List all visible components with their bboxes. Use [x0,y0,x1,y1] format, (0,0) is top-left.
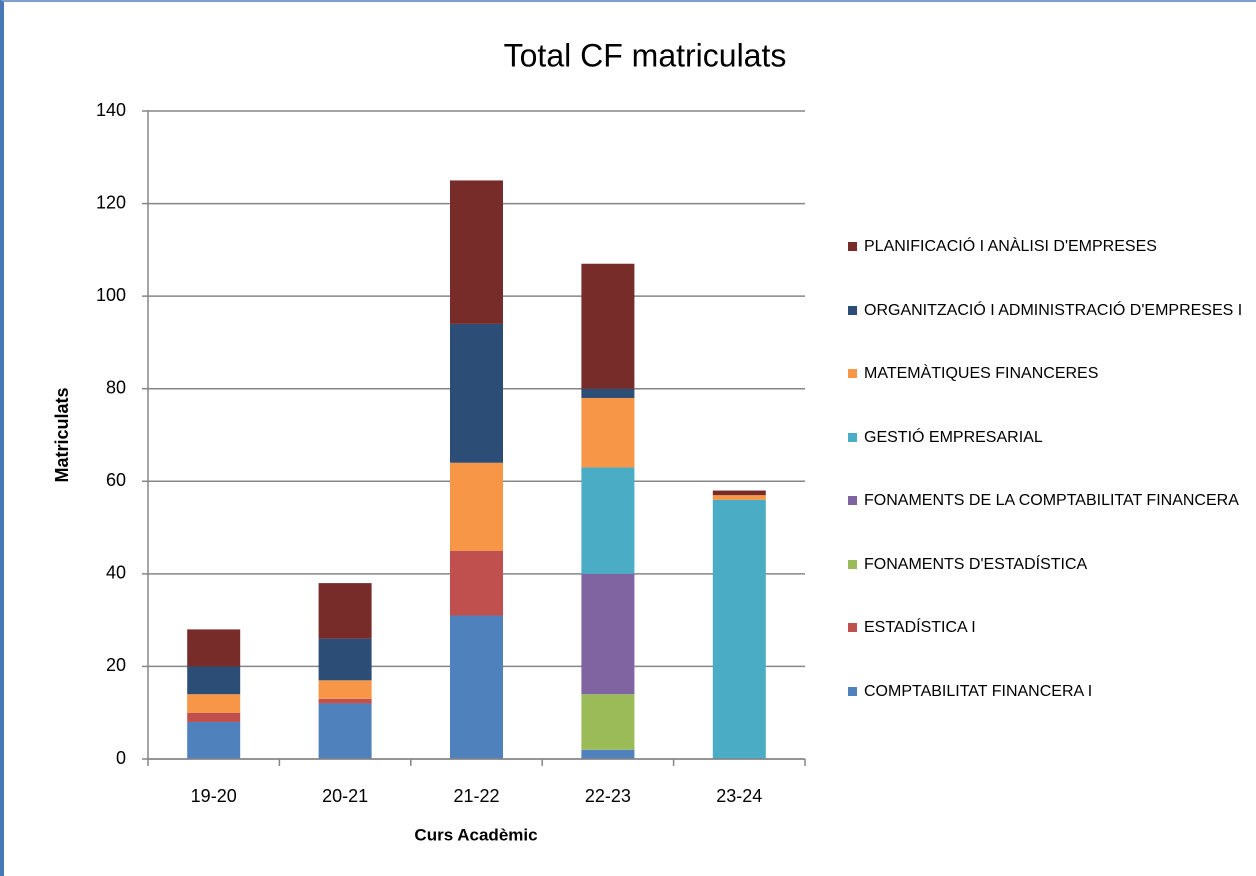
bar-segment [450,550,503,616]
bar-segment [712,499,766,759]
bar-segment [581,694,635,750]
legend-label: PLANIFICACIÓ I ANÀLISI D'EMPRESES [864,238,1157,255]
bar-segment [318,703,372,759]
legend-item: ESTADÍSTICA I [848,619,1256,636]
bar-segment [318,698,372,704]
y-tick-label: 40 [106,563,126,583]
x-tick-label: 20-21 [322,786,368,806]
bar-segment [318,638,372,681]
legend-label: FONAMENTS DE LA COMPTABILITAT FINANCERA [864,492,1239,509]
bar-segment [581,397,635,468]
bar-segment [581,388,635,398]
y-tick-label: 60 [106,470,126,490]
bar-segment [450,615,503,759]
legend-item: GESTIÓ EMPRESARIAL [848,429,1256,446]
legend-item: FONAMENTS D'ESTADÍSTICA [848,556,1256,573]
bar-segment [318,680,372,699]
bar-segment [712,495,766,500]
bar-segment [187,666,241,695]
x-axis-label: Curs Acadèmic [414,825,537,844]
legend-swatch [848,623,857,632]
y-tick-label: 20 [106,655,126,675]
bar-segment [187,712,241,722]
legend-item: PLANIFICACIÓ I ANÀLISI D'EMPRESES [848,238,1256,255]
bar-segment [318,583,372,639]
legend-label: MATEMÀTIQUES FINANCERES [864,365,1099,382]
legend-swatch [848,559,857,569]
legend-swatch [848,432,857,442]
legend-swatch [848,242,857,251]
x-tick-label: 21-22 [453,786,499,806]
bar-segment [187,629,241,667]
legend-item: MATEMÀTIQUES FINANCERES [848,365,1256,382]
y-tick-label: 120 [96,192,126,212]
x-tick-label: 19-20 [191,786,237,806]
bar-segment [450,462,503,551]
legend-swatch [848,369,857,378]
legend-swatch [848,305,857,315]
bar-segment [187,721,241,759]
bar-segment [581,573,635,695]
y-axis-label: Matriculats [52,387,72,482]
bar-segment [712,490,766,496]
y-tick-label: 100 [96,285,126,305]
legend-item: ORGANITZACIÓ I ADMINISTRACIÓ D'EMPRESES … [848,302,1256,319]
bar-segment [581,467,635,574]
chart-title: Total CF matriculats [504,37,787,73]
bar-segment [187,694,241,713]
x-tick-label: 23-24 [716,786,762,806]
x-tick-label: 22-23 [585,786,631,806]
y-tick-label: 80 [106,377,126,397]
legend-label: ESTADÍSTICA I [864,619,976,636]
bar-segment [450,180,503,324]
bar-segment [581,749,635,759]
legend-label: FONAMENTS D'ESTADÍSTICA [864,555,1088,573]
legend-label: GESTIÓ EMPRESARIAL [864,428,1043,446]
legend-swatch [848,496,857,505]
bar-segment [581,263,635,389]
y-tick-label: 140 [96,100,126,120]
legend-label: COMPTABILITAT FINANCERA I [864,682,1093,700]
legend-swatch [848,686,857,696]
legend-label: ORGANITZACIÓ I ADMINISTRACIÓ D'EMPRESES … [864,301,1243,319]
bar-segment [450,323,503,463]
y-tick-label: 0 [116,748,126,768]
legend-item: FONAMENTS DE LA COMPTABILITAT FINANCERA [848,492,1256,509]
legend-item: COMPTABILITAT FINANCERA I [848,683,1256,700]
